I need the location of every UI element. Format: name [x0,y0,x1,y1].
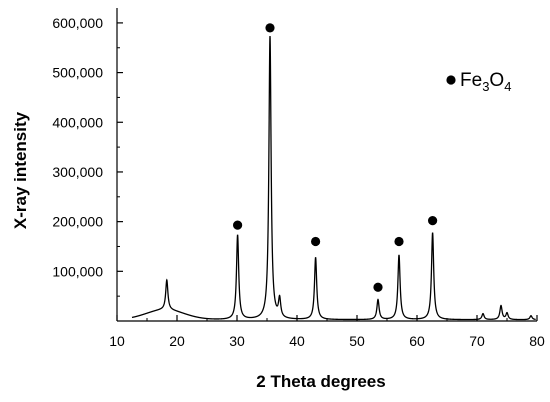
peak-marker [265,23,275,33]
y-tick-label: 300,000 [52,164,103,180]
x-tick-label: 10 [109,333,125,349]
x-tick-label: 50 [349,333,365,349]
peak-marker [373,282,383,292]
legend-marker [446,75,456,85]
x-tick-label: 20 [169,333,185,349]
x-tick-label: 40 [289,333,305,349]
y-tick-label: 600,000 [52,15,103,31]
y-tick-label: 200,000 [52,214,103,230]
legend-label-fe: Fe [460,70,482,91]
x-axis-ticks: 10 20 30 40 50 60 70 80 [109,315,545,349]
x-tick-label: 30 [229,333,245,349]
x-tick-label: 70 [469,333,485,349]
y-axis-ticks: 100,000 200,000 300,000 400,000 500,000 600,0… [52,15,123,297]
legend-label-sub4: 4 [504,79,511,94]
legend-label-o: O [489,70,504,91]
peak-marker [394,236,404,247]
legend-label-sub3: 3 [482,79,489,94]
y-tick-label: 500,000 [52,65,103,81]
x-tick-label: 80 [529,333,545,349]
legend: Fe3O4 [446,70,511,94]
peak-markers [233,23,438,292]
diffraction-pattern-line [131,35,536,321]
peak-marker [428,216,438,226]
x-tick-label: 60 [409,333,425,349]
peak-marker [311,236,321,247]
x-axis-title: 2 Theta degrees [256,372,385,391]
y-axis-title: X-ray intensity [11,111,30,229]
peak-marker [233,220,243,230]
y-tick-label: 100,000 [52,263,103,279]
legend-label: Fe3O4 [460,70,511,94]
plot-area: 10 20 30 40 50 60 70 80 100,000 200,000 300,000 40… [52,8,545,349]
y-tick-label: 400,000 [52,114,103,130]
